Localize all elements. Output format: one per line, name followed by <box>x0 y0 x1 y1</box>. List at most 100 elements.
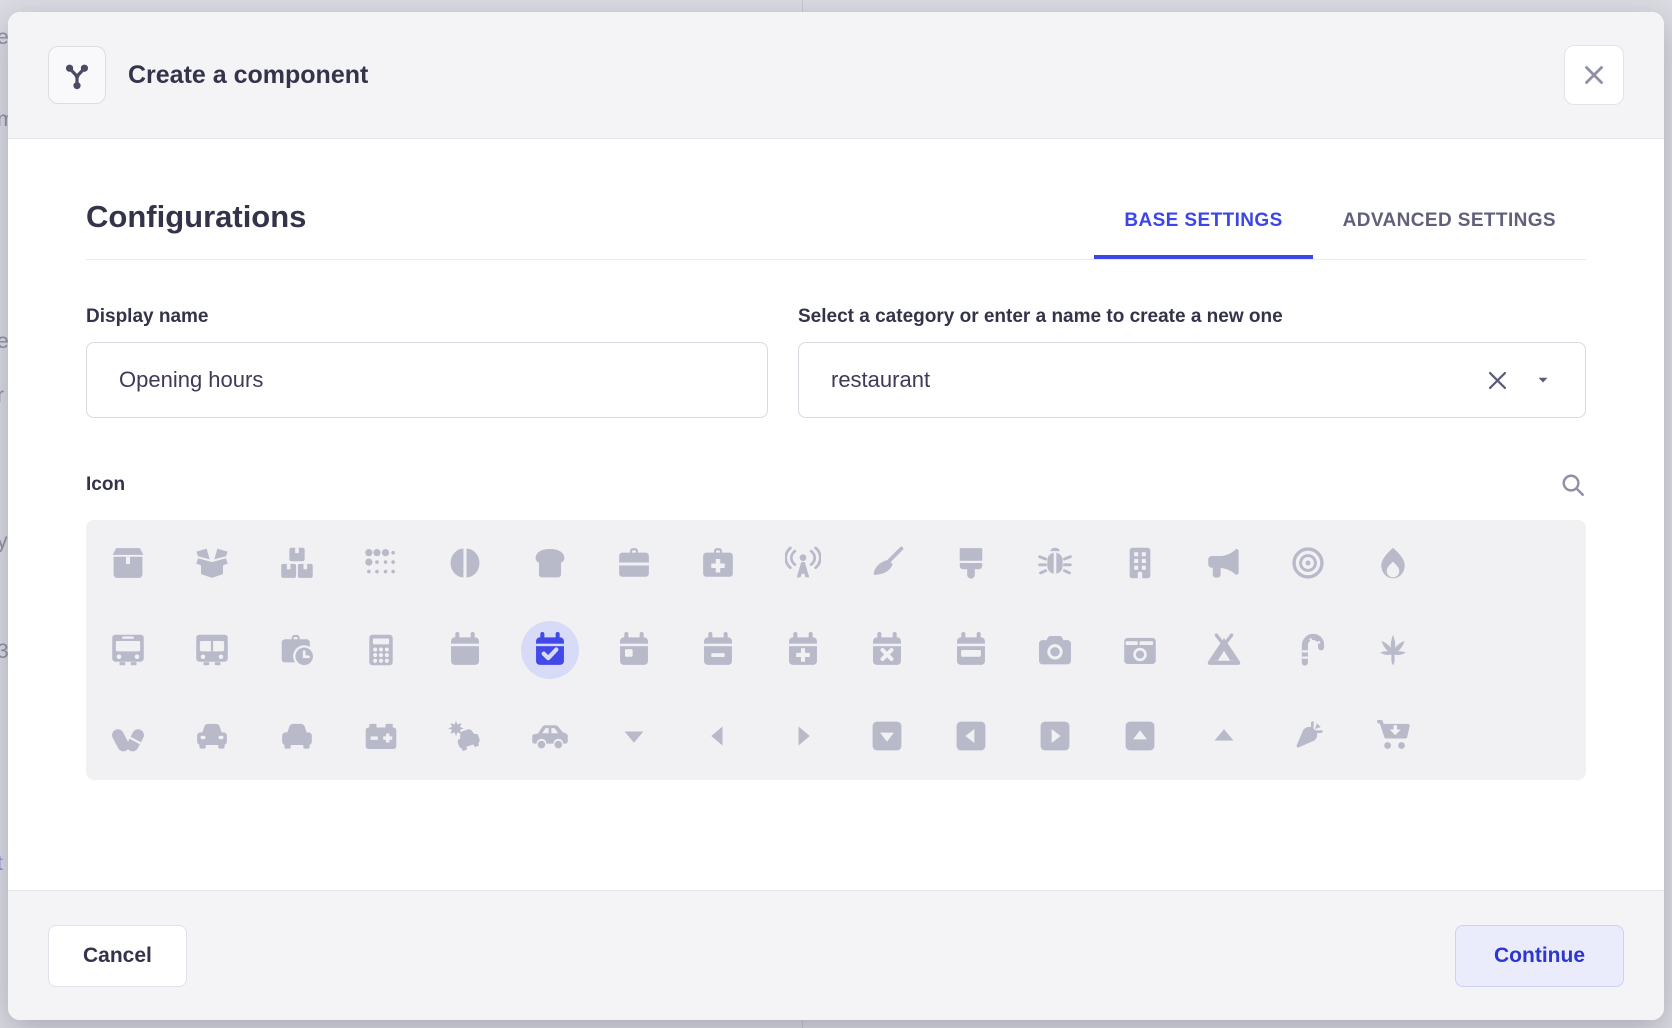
icon-option-bus[interactable] <box>86 607 170 693</box>
icon-option-broom[interactable] <box>845 520 929 606</box>
icon-option-boxes-stacked[interactable] <box>255 520 339 606</box>
calculator-icon <box>369 634 393 666</box>
icon-option-business-time[interactable] <box>255 607 339 693</box>
calendar-week-icon <box>957 631 986 665</box>
configurations-heading: Configurations <box>86 199 307 234</box>
caret-square-right-icon <box>1041 722 1070 751</box>
broadcast-tower-icon <box>784 546 821 578</box>
background-text-fragment: 3 <box>0 640 9 663</box>
icon-option-car-alt[interactable] <box>255 693 339 779</box>
icon-option-calendar-day[interactable] <box>592 607 676 693</box>
icon-option-caret-right[interactable] <box>761 693 845 779</box>
icon-option-calendar-plus[interactable] <box>761 607 845 693</box>
close-icon <box>1579 60 1609 90</box>
close-button[interactable] <box>1564 45 1624 105</box>
icon-option-broadcast-tower[interactable] <box>761 520 845 606</box>
icon-option-brain[interactable] <box>423 520 507 606</box>
clear-x-icon[interactable] <box>1484 367 1511 394</box>
car-battery-icon <box>365 724 397 750</box>
cannabis-icon <box>1379 634 1406 666</box>
icon-option-bread-slice[interactable] <box>508 520 592 606</box>
icon-option-bug[interactable] <box>1013 520 1097 606</box>
icon-option-calendar-minus[interactable] <box>676 607 760 693</box>
background-text-fragment: e <box>0 330 9 353</box>
bus-alt-icon <box>196 634 229 666</box>
category-label: Select a category or enter a name to cre… <box>798 306 1283 327</box>
calendar-times-icon <box>872 631 901 665</box>
candy-cane-icon <box>1302 633 1325 666</box>
icon-option-calendar-times[interactable] <box>845 607 929 693</box>
icon-option-car-battery[interactable] <box>339 693 423 779</box>
icon-option-candy-cane[interactable] <box>1266 607 1350 693</box>
icon-option-caret-left[interactable] <box>676 693 760 779</box>
cart-arrow-down-icon <box>1376 720 1410 750</box>
tab-advanced-settings[interactable]: ADVANCED SETTINGS <box>1342 210 1556 231</box>
display-name-input[interactable]: Opening hours <box>86 342 768 418</box>
cancel-button[interactable]: Cancel <box>48 924 187 987</box>
display-name-label: Display name <box>86 306 209 327</box>
camera-retro-icon <box>1123 637 1156 664</box>
icon-option-braille[interactable] <box>339 520 423 606</box>
caret-square-up-icon <box>1125 722 1155 751</box>
box-icon <box>112 548 144 579</box>
icon-option-brush[interactable] <box>929 520 1013 606</box>
icon-option-campground[interactable] <box>1182 607 1266 693</box>
campground-icon <box>1207 633 1241 665</box>
continue-button[interactable]: Continue <box>1455 924 1624 987</box>
icon-section-header: Icon <box>86 472 1586 498</box>
icon-option-box[interactable] <box>86 520 170 606</box>
icon-option-carrot[interactable] <box>1266 693 1350 779</box>
icon-picker-label: Icon <box>86 474 126 495</box>
calendar-plus-icon <box>788 631 817 665</box>
icon-option-capsules[interactable] <box>86 693 170 779</box>
icon-option-briefcase-medical[interactable] <box>676 520 760 606</box>
icon-option-car[interactable] <box>170 693 254 779</box>
caret-right-icon <box>798 727 810 746</box>
category-select[interactable]: restaurant <box>798 342 1586 418</box>
icon-option-box-open[interactable] <box>170 520 254 606</box>
icon-option-building[interactable] <box>1098 520 1182 606</box>
burn-icon <box>1380 547 1405 579</box>
caret-down-icon[interactable] <box>1533 370 1553 390</box>
box-open-icon <box>196 548 229 579</box>
display-name-value: Opening hours <box>119 367 264 392</box>
icon-option-calendar-check[interactable] <box>508 607 592 693</box>
icon-option-caret-up[interactable] <box>1182 693 1266 779</box>
brush-icon <box>959 548 983 579</box>
icon-option-caret-square-right[interactable] <box>1013 693 1097 779</box>
icon-option-bullseye[interactable] <box>1266 520 1350 606</box>
icon-option-cart-arrow-down[interactable] <box>1351 693 1435 779</box>
icon-option-bus-alt[interactable] <box>170 607 254 693</box>
bug-icon <box>1038 547 1073 575</box>
icon-option-car-side[interactable] <box>508 693 592 779</box>
search-icon[interactable] <box>1560 472 1586 498</box>
icon-option-caret-down[interactable] <box>592 693 676 779</box>
create-component-modal: Create a component Configurations BASE S… <box>8 12 1664 1020</box>
icon-option-burn[interactable] <box>1351 520 1435 606</box>
icon-option-car-crash[interactable] <box>423 693 507 779</box>
icon-option-caret-square-down[interactable] <box>845 693 929 779</box>
background-text-fragment: y <box>0 530 8 553</box>
icon-option-camera-retro[interactable] <box>1098 607 1182 693</box>
icon-option-calendar-week[interactable] <box>929 607 1013 693</box>
bus-icon <box>112 634 144 666</box>
modal-body: Configurations BASE SETTINGS ADVANCED SE… <box>8 139 1664 890</box>
calendar-check-icon <box>535 631 564 665</box>
icon-option-camera[interactable] <box>1013 607 1097 693</box>
capsules-icon <box>112 729 145 752</box>
component-icon <box>48 46 106 104</box>
icon-option-briefcase[interactable] <box>592 520 676 606</box>
building-icon <box>1129 547 1151 579</box>
icon-option-bullhorn[interactable] <box>1182 520 1266 606</box>
category-field-group: Select a category or enter a name to cre… <box>798 306 1586 418</box>
icon-option-cannabis[interactable] <box>1351 607 1435 693</box>
caret-square-down-icon <box>872 722 902 751</box>
icon-option-caret-square-left[interactable] <box>929 693 1013 779</box>
caret-up-icon <box>1214 729 1234 741</box>
icon-option-calendar[interactable] <box>423 607 507 693</box>
configurations-header: Configurations BASE SETTINGS ADVANCED SE… <box>86 199 1586 260</box>
background-text-fragment: e <box>0 26 9 49</box>
icon-option-calculator[interactable] <box>339 607 423 693</box>
icon-option-caret-square-up[interactable] <box>1098 693 1182 779</box>
tab-base-settings[interactable]: BASE SETTINGS <box>1094 210 1312 259</box>
